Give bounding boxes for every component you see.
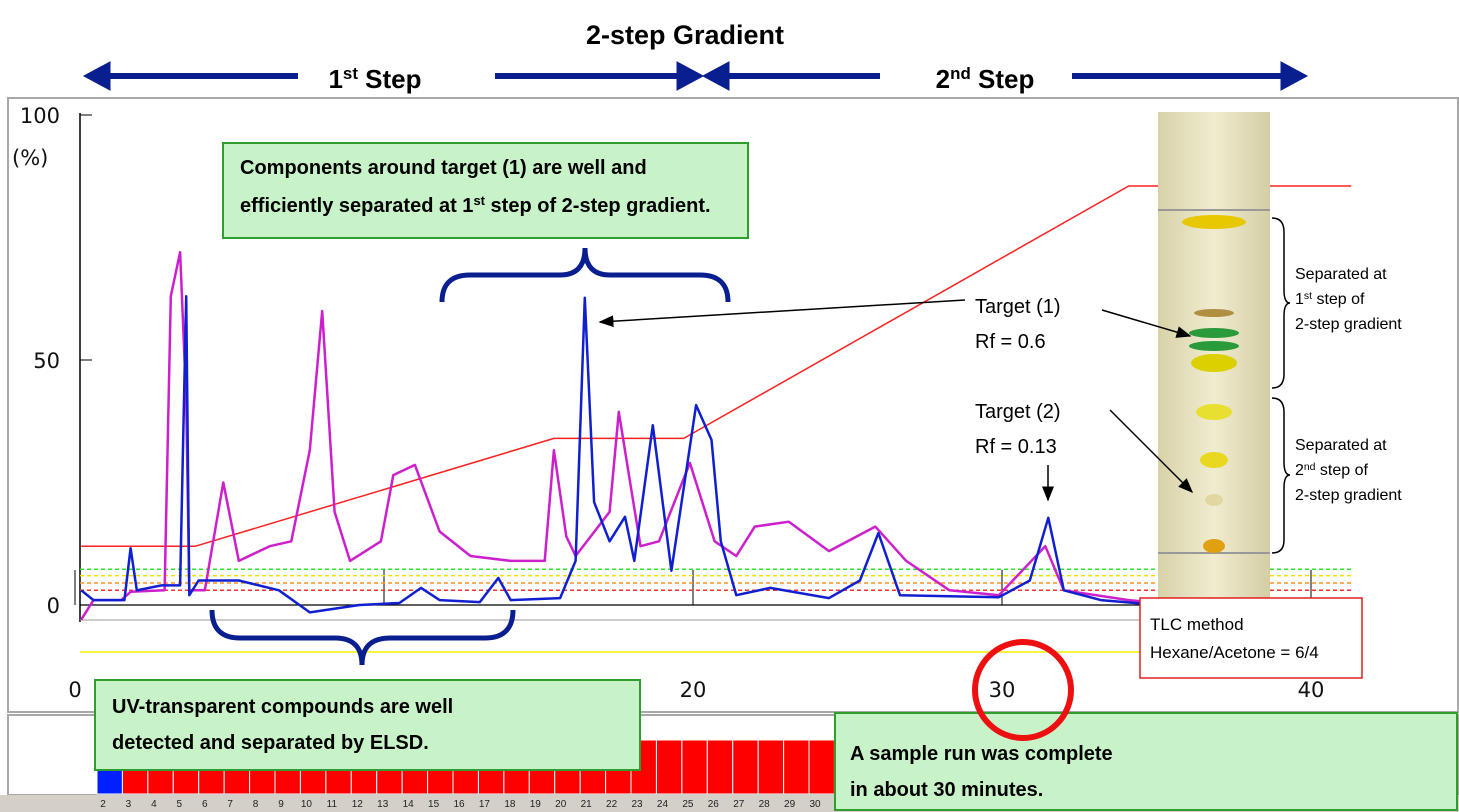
text-run: detected and separated by ELSD.: [112, 732, 429, 754]
x-tick-label: 0: [68, 678, 81, 702]
fraction-number: 20: [555, 799, 567, 810]
target-label: Target (1): [975, 296, 1061, 318]
fraction-number: 4: [151, 799, 157, 810]
fraction-number: 29: [784, 799, 796, 810]
fraction-tube: [733, 740, 758, 794]
text-run: in about 30 minutes.: [850, 779, 1043, 801]
text-run: 2: [1295, 462, 1304, 479]
fraction-tube: [682, 740, 707, 794]
text-run: Step: [358, 64, 422, 94]
tlc-method-box: [1140, 598, 1362, 678]
text-run: Separated at: [1295, 437, 1387, 454]
fraction-number: 26: [708, 799, 720, 810]
fraction-number: 12: [352, 799, 364, 810]
text-run: step of: [1315, 462, 1368, 479]
text-run: 1: [328, 64, 342, 94]
text-run: st: [343, 64, 358, 83]
target-label: Rf = 0.13: [975, 436, 1057, 458]
text-run: 1: [1295, 291, 1304, 308]
fraction-number: 10: [301, 799, 313, 810]
y-tick-label: 0: [47, 594, 60, 618]
text-run: st: [473, 193, 485, 208]
fraction-number: 7: [227, 799, 233, 810]
label: A sample run was complete: [850, 743, 1113, 765]
label: 1st Step: [328, 64, 421, 95]
x-tick-label: 20: [680, 678, 707, 702]
tlc-method: TLC method: [1150, 615, 1244, 634]
chart-title: 2-step Gradient: [586, 20, 784, 50]
text-run: 2-step gradient: [1295, 487, 1402, 504]
target-label: Rf = 0.6: [975, 331, 1046, 353]
text-run: efficiently separated at 1: [240, 195, 473, 217]
text-run: UV-transparent compounds are well: [112, 696, 453, 718]
fraction-number: 3: [126, 799, 132, 810]
label: 2-step gradient: [1295, 487, 1402, 504]
text-run: 2: [936, 64, 950, 94]
fraction-number: 11: [327, 799, 338, 810]
chart: 2-step Gradient 0 50 100 (%) 0 10 20 30 40: [0, 0, 1459, 812]
x-tick-label: 30: [989, 678, 1016, 702]
callout-box: [95, 680, 640, 770]
y-tick-label: 100: [20, 104, 60, 128]
fraction-number: 18: [504, 799, 516, 810]
fraction-number: 21: [581, 799, 593, 810]
fraction-number: 27: [733, 799, 745, 810]
label: Components around target (1) are well an…: [240, 157, 647, 179]
fraction-number: 9: [278, 799, 284, 810]
fraction-number: 22: [606, 799, 618, 810]
label: in about 30 minutes.: [850, 779, 1043, 801]
step-arrows: [84, 62, 1307, 90]
fraction-number: 23: [631, 799, 643, 810]
fraction-number: 17: [479, 799, 491, 810]
fraction-number: 16: [453, 799, 465, 810]
fraction-number: 8: [253, 799, 259, 810]
fraction-tube: [784, 740, 809, 794]
label: UV-transparent compounds are well: [112, 696, 453, 718]
fraction-number: 15: [428, 799, 440, 810]
label: Separated at: [1295, 437, 1387, 454]
text-run: nd: [950, 64, 971, 83]
fraction-number: 28: [759, 799, 771, 810]
fraction-number: 6: [202, 799, 208, 810]
text-run: nd: [1304, 462, 1316, 473]
label: detected and separated by ELSD.: [112, 732, 429, 754]
text-run: Separated at: [1295, 266, 1387, 283]
fraction-number: 24: [657, 799, 669, 810]
text-run: step of 2-step gradient.: [485, 195, 711, 217]
fraction-tube: [758, 740, 783, 794]
fraction-tube: [809, 740, 834, 794]
x-tick-label: 40: [1298, 678, 1325, 702]
fraction-number: 25: [682, 799, 694, 810]
tlc-method: Hexane/Acetone = 6/4: [1150, 643, 1319, 662]
fraction-number: 13: [377, 799, 389, 810]
fraction-number: 14: [403, 799, 415, 810]
fraction-number: 2: [100, 799, 106, 810]
fraction-number: 19: [530, 799, 542, 810]
y-tick-label: 50: [33, 349, 60, 373]
fraction-number: 30: [809, 799, 821, 810]
label: 2-step gradient: [1295, 316, 1402, 333]
text-run: A sample run was complete: [850, 743, 1113, 765]
text-run: 2-step gradient: [1295, 316, 1402, 333]
label: 2nd Step: [936, 64, 1035, 95]
text-run: Components around target (1) are well an…: [240, 157, 647, 179]
target-label: Target (2): [975, 401, 1061, 423]
text-run: step of: [1312, 291, 1365, 308]
fraction-number: 5: [177, 799, 183, 810]
text-run: st: [1304, 291, 1312, 302]
fraction-tube: [707, 740, 732, 794]
text-run: Step: [971, 64, 1035, 94]
y-axis-unit: (%): [12, 146, 48, 170]
label: Separated at: [1295, 266, 1387, 283]
fraction-tube: [656, 740, 681, 794]
